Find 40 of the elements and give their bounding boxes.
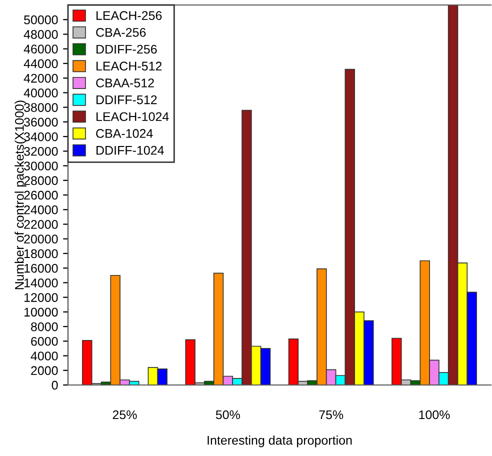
legend-label: CBA-256 (96, 28, 146, 37)
y-tick-label: 20000 (24, 234, 58, 244)
y-tick-label: 38000 (24, 103, 58, 112)
y-tick-label: 10000 (24, 308, 58, 317)
y-tick-label: 24000 (24, 205, 58, 214)
y-tick-label: 6000 (31, 336, 58, 346)
legend-label: LEACH-256 (96, 11, 162, 20)
x-tick-label: 75% (319, 410, 344, 420)
y-tick-label: 16000 (24, 264, 58, 273)
y-tick-label: 48000 (24, 30, 58, 39)
y-tick-label: 32000 (24, 146, 58, 156)
y-tick-label: 0 (52, 380, 58, 390)
x-tick-label: 25% (112, 410, 137, 420)
y-tick-label: 42000 (24, 74, 58, 83)
y-tick-label: 12000 (24, 293, 58, 302)
y-tick-label: 28000 (24, 176, 58, 186)
y-tick-label: 40000 (24, 88, 58, 98)
y-tick-label: 36000 (24, 118, 58, 127)
x-tick-label: 100% (419, 410, 450, 420)
x-axis-title: Interesting data proportion (208, 436, 352, 448)
legend-label: LEACH-1024 (96, 112, 169, 122)
y-tick-label: 34000 (24, 132, 58, 142)
y-tick-label: 46000 (24, 44, 58, 54)
y-tick-label: 14000 (24, 278, 58, 288)
y-tick-label: 26000 (24, 190, 58, 200)
legend-label: CBAA-512 (96, 78, 154, 88)
legend-label: LEACH-512 (96, 62, 162, 71)
legend-label: CBA-1024 (96, 129, 153, 138)
y-tick-label: 22000 (24, 220, 58, 229)
y-tick-label: 18000 (24, 249, 58, 258)
y-tick-label: 50000 (24, 15, 58, 24)
y-tick-label: 4000 (30, 352, 58, 360)
x-tick-label: 50% (216, 410, 240, 420)
legend-label: DDIFF-1024 (96, 146, 164, 155)
y-tick-label: 30000 (24, 162, 58, 170)
legend-label: DDIFF-256 (96, 44, 157, 54)
y-tick-label: 2000 (31, 366, 58, 376)
y-tick-label: 8000 (31, 322, 58, 332)
y-tick-label: 44000 (24, 59, 58, 68)
legend-label: DDIFF-512 (96, 95, 157, 104)
